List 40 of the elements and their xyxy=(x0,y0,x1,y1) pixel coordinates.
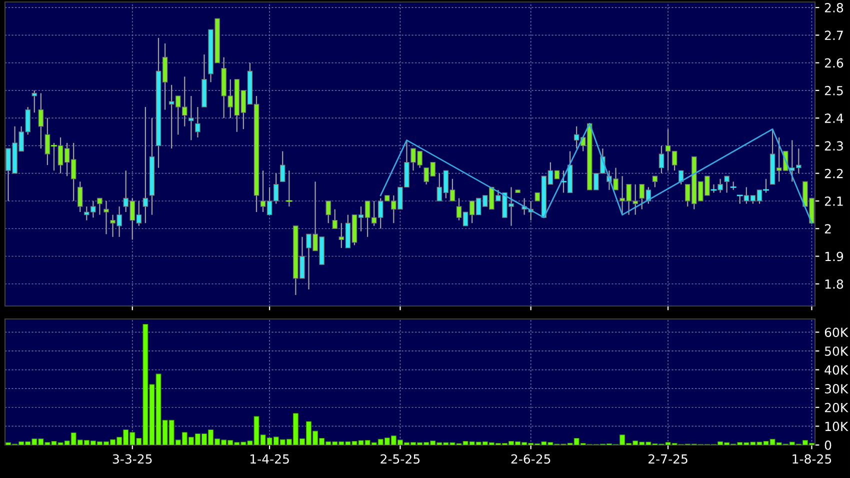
y-tick-label: 2.5 xyxy=(824,86,843,96)
y-tick-label: 2.6 xyxy=(824,58,844,68)
x-tick-label: 1-8-25 xyxy=(792,454,832,464)
candlestick xyxy=(97,198,102,216)
y-tick-label: 2.1 xyxy=(824,196,843,206)
x-tick-label: 2-7-25 xyxy=(648,454,688,464)
y-tick-label: 1.8 xyxy=(825,279,844,289)
y-tick-label: 40K xyxy=(824,365,848,375)
y-tick-label: 0 xyxy=(824,440,832,450)
candlestick xyxy=(286,170,292,208)
candlestick xyxy=(142,106,148,224)
candlestick xyxy=(658,145,664,174)
candlestick xyxy=(188,95,194,141)
y-tick-label: 10K xyxy=(825,422,848,432)
candlestick xyxy=(104,200,109,235)
y-tick-label: 2 xyxy=(824,224,831,234)
candlestick xyxy=(32,90,38,114)
y-tick-label: 30K xyxy=(824,384,848,394)
candlestick xyxy=(77,181,83,213)
candlestick xyxy=(280,150,286,182)
x-tick-label: 1-4-25 xyxy=(250,454,289,464)
x-tick-label: 2-6-25 xyxy=(511,454,550,464)
line-series xyxy=(380,122,812,224)
y-tick-label: 20K xyxy=(824,402,848,412)
y-tick-label: 2.4 xyxy=(824,114,844,123)
x-tick-label: 2-5-25 xyxy=(380,454,420,464)
y-tick-label: 60K xyxy=(824,328,848,338)
candlestick xyxy=(332,208,338,230)
candlestick xyxy=(326,200,331,224)
candlestick xyxy=(195,106,200,138)
y-tick-label: 2.8 xyxy=(824,3,844,12)
y-tick-label: 1.9 xyxy=(825,252,844,262)
candlestick xyxy=(724,176,730,194)
y-tick-label: 2.3 xyxy=(824,141,843,151)
candlestick xyxy=(38,92,44,150)
y-tick-label: 50K xyxy=(824,346,848,356)
candlestick xyxy=(652,176,658,188)
x-tick-label: 3-3-25 xyxy=(112,454,152,464)
y-tick-label: 2.7 xyxy=(824,30,843,40)
y-tick-label: 2.2 xyxy=(824,168,843,178)
